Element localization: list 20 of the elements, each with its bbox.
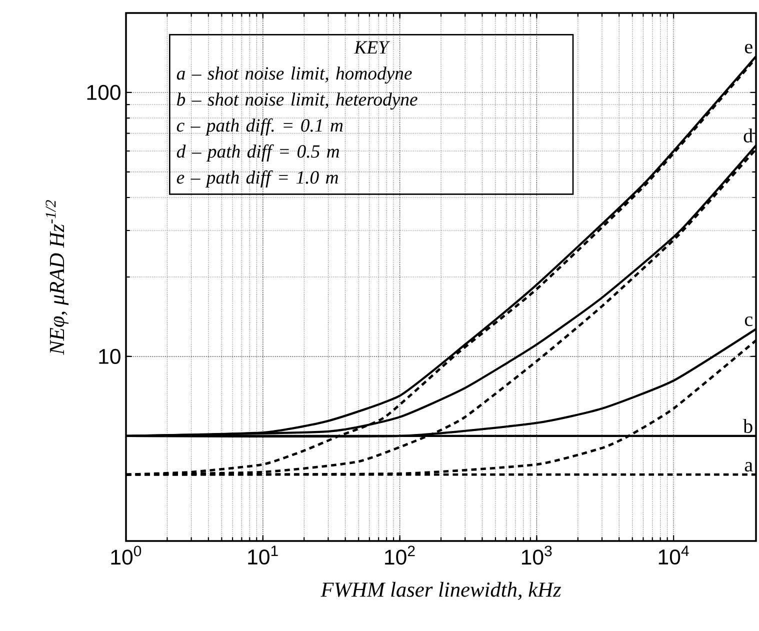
x-tick-label: 10$^{4}$ <box>658 546 689 565</box>
x-tick-label: 10$^{3}$ <box>522 546 552 565</box>
x-tick-label: 10$^{0}$ <box>111 546 142 565</box>
series-label: c <box>744 316 752 326</box>
series-label: b <box>743 418 752 433</box>
series-label: e <box>744 44 752 54</box>
y-tick-label: 100 <box>87 84 120 100</box>
y-tick-label: 10 <box>99 348 120 364</box>
annotation: d – path diff = 0.5 m <box>176 144 340 162</box>
x-tick-label: 10$^{1}$ <box>248 546 278 565</box>
annotation: b – shot noise limit, heterodyne <box>177 92 418 110</box>
annotation: c – path diff. = 0.1 m <box>176 118 343 136</box>
x-tick-label: 10$^{2}$ <box>385 546 415 565</box>
annotation: KEY <box>354 41 390 54</box>
series-label: a <box>744 462 753 472</box>
x-axis-title: FWHM laser linewidth, kHz <box>320 582 562 600</box>
annotation: a – shot noise limit, homodyne <box>176 66 412 84</box>
y-axis-title: NEφ, μRAD Hz$^{-1/2}$ <box>46 200 69 355</box>
legend-label: d <box>744 128 753 142</box>
annotation: e – path diff = 1.0 m <box>176 170 338 188</box>
